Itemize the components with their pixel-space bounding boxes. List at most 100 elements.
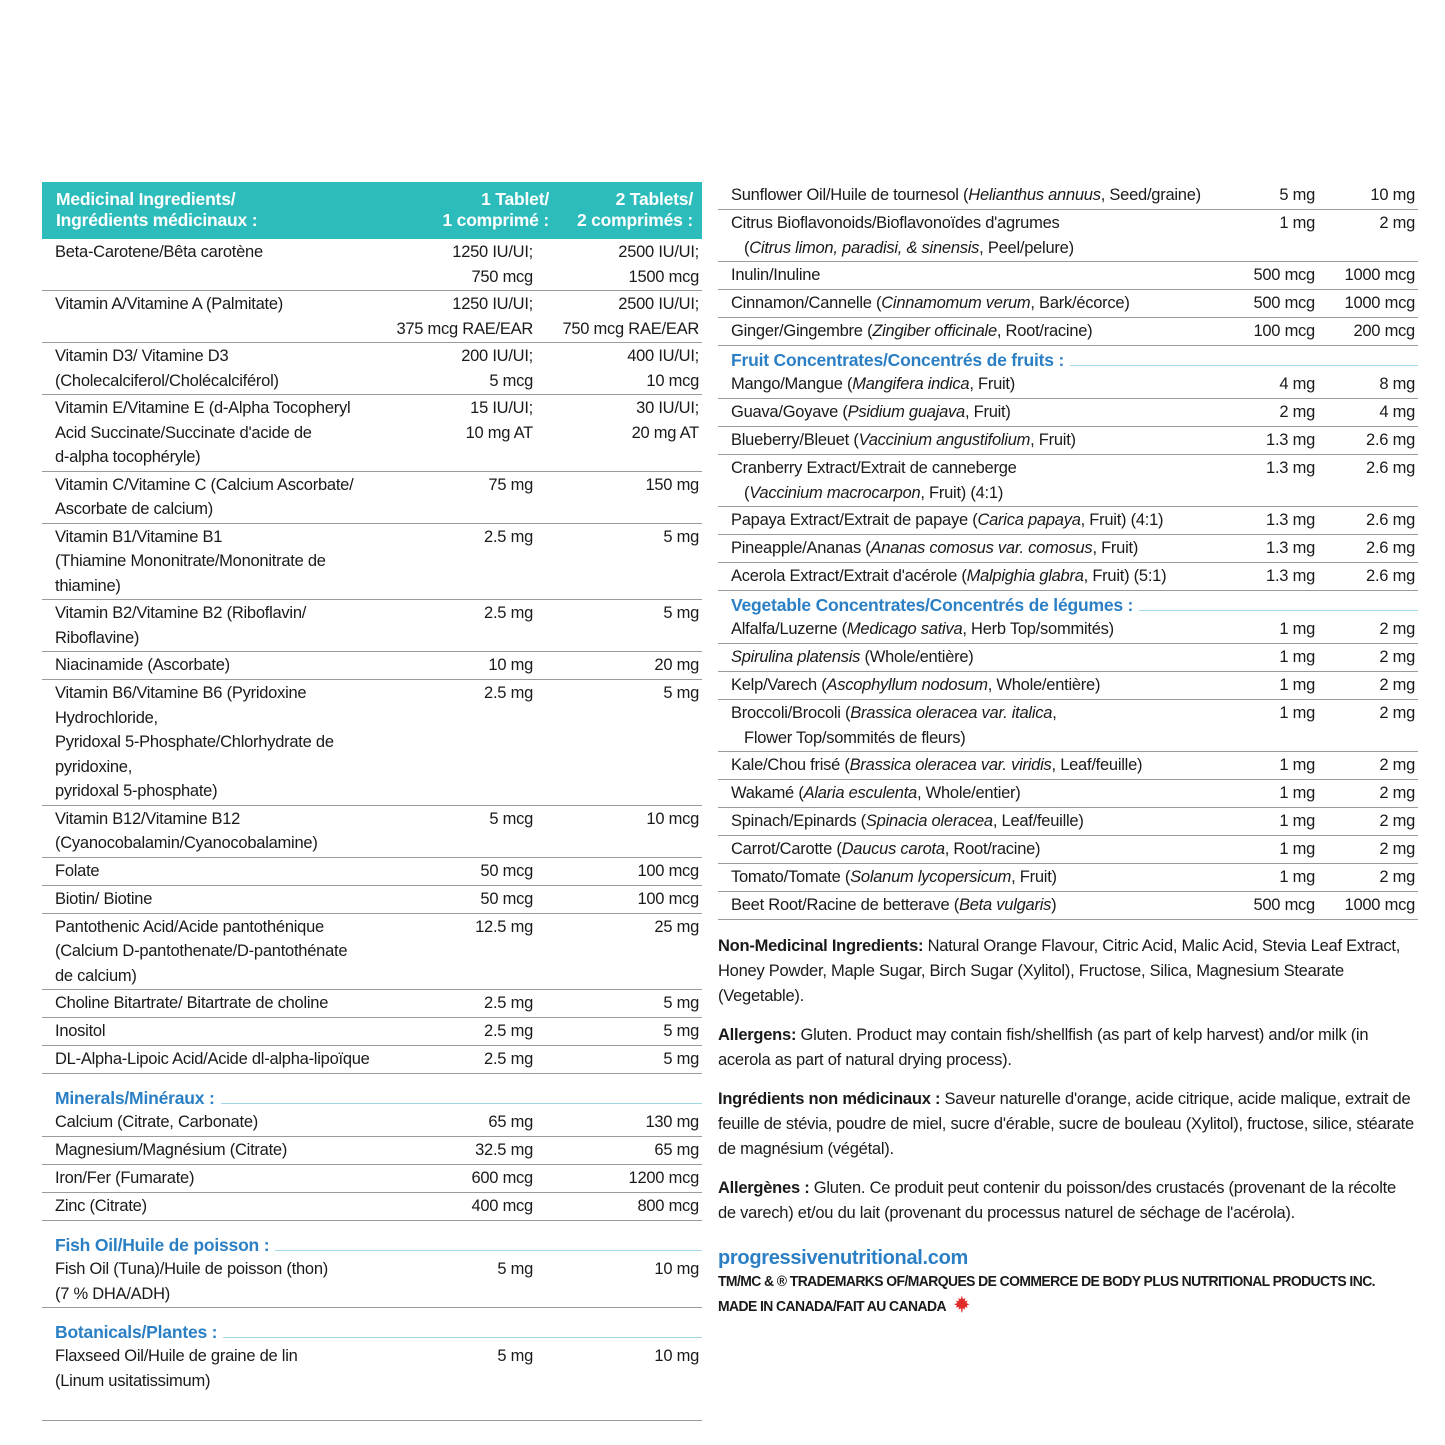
table-row: Choline Bitartrate/ Bitartrate de cholin…: [42, 990, 702, 1018]
table-row: Vitamin B2/Vitamine B2 (Riboflavin/ Ribo…: [42, 600, 702, 652]
ingredient-name: Citrus Bioflavonoids/Bioflavonoïdes d'ag…: [731, 214, 1074, 257]
table-row: Kelp/Varech (Ascophyllum nodosum, Whole/…: [718, 672, 1418, 700]
ingredient-name: Beta-Carotene/Bêta carotène: [55, 243, 263, 261]
amount-two-tablets: 2.6 mg: [1366, 539, 1415, 557]
section-vegetable-concentrates: Vegetable Concentrates/Concentrés de lég…: [718, 595, 1418, 616]
table-row: Vitamin B12/Vitamine B12 (Cyanocobalamin…: [42, 806, 702, 858]
amount-two-tablets: 65 mg: [654, 1141, 699, 1159]
ingredient-name: Broccoli/Brocoli (Brassica oleracea var.…: [731, 704, 1057, 747]
medicinal-ingredients-table: Medicinal Ingredients/ Ingrédients médic…: [42, 182, 702, 1421]
amount-two-tablets: 30 IU/UI; 20 mg AT: [631, 399, 700, 442]
non-medicinal-text: Natural Orange Flavour, Citric Acid, Mal…: [718, 937, 1401, 1005]
ingredient-name: Vitamin B6/Vitamine B6 (Pyridoxine Hydro…: [55, 684, 334, 800]
ingredient-name: Cinnamon/Cannelle (Cinnamomum verum, Bar…: [731, 294, 1130, 312]
vegetable-rows: Alfalfa/Luzerne (Medicago sativa, Herb T…: [718, 616, 1418, 920]
ingredient-name: Magnesium/Magnésium (Citrate): [55, 1141, 288, 1159]
table-row: Pantothenic Acid/Acide pantothénique (Ca…: [42, 914, 702, 990]
table-row: Ginger/Gingembre (Zingiber officinale, R…: [718, 318, 1418, 346]
amount-one-tablet: 2.5 mg: [484, 1022, 533, 1040]
amount-one-tablet: 1.3 mg: [1266, 431, 1315, 449]
non-medicinal-ingredients-en: Non-Medicinal Ingredients: Natural Orang…: [718, 934, 1418, 1009]
allergens-fr-text: Gluten. Ce produit peut contenir du pois…: [718, 1179, 1396, 1222]
left-column-bottom-rule: [42, 1420, 702, 1421]
amount-one-tablet: 5 mg: [1279, 186, 1315, 204]
header-column-one-tablet: 1 Tablet/ 1 comprimé :: [442, 189, 549, 230]
amount-one-tablet: 1 mg: [1279, 214, 1315, 232]
table-row: Spirulina platensis (Whole/entière) 1 mg 2…: [718, 644, 1418, 672]
non-medicinal-fr-label: Ingrédients non médicinaux :: [718, 1090, 941, 1108]
amount-one-tablet: 2.5 mg: [484, 1050, 533, 1068]
table-row: Carrot/Carotte (Daucus carota, Root/raci…: [718, 836, 1418, 864]
table-row: Flaxseed Oil/Huile de graine de lin (Lin…: [42, 1343, 702, 1394]
amount-one-tablet: 1.3 mg: [1266, 567, 1315, 585]
ingredient-name: Spinach/Epinards (Spinacia oleracea, Lea…: [731, 812, 1084, 830]
amount-two-tablets: 1000 mcg: [1344, 294, 1416, 312]
amount-two-tablets: 2500 IU/UI; 1500 mcg: [618, 243, 699, 286]
ingredient-name: Iron/Fer (Fumarate): [55, 1169, 195, 1187]
amount-one-tablet: 5 mg: [497, 1260, 533, 1278]
amount-one-tablet: 2.5 mg: [484, 527, 533, 546]
table-row: Blueberry/Bleuet (Vaccinium angustifoliu…: [718, 427, 1418, 455]
amount-two-tablets: 100 mcg: [637, 861, 699, 880]
amount-one-tablet: 15 IU/UI; 10 mg AT: [465, 399, 534, 442]
table-row: Zinc (Citrate) 400 mcg 800 mcg: [42, 1193, 702, 1221]
amount-one-tablet: 32.5 mg: [475, 1141, 533, 1159]
amount-one-tablet: 12.5 mg: [475, 917, 533, 936]
amount-two-tablets: 2.6 mg: [1366, 431, 1415, 449]
amount-two-tablets: 10 mcg: [646, 809, 699, 828]
amount-two-tablets: 10 mg: [654, 1260, 699, 1278]
ingredient-name: Vitamin B2/Vitamine B2 (Riboflavin/ Ribo…: [55, 604, 307, 647]
amount-one-tablet: 10 mg: [488, 656, 533, 674]
section-rule: [275, 1250, 702, 1251]
ingredient-name: Carrot/Carotte (Daucus carota, Root/raci…: [731, 840, 1041, 858]
allergens-fr: Allergènes : Gluten. Ce produit peut con…: [718, 1176, 1418, 1226]
amount-two-tablets: 4 mg: [1379, 403, 1415, 421]
allergens-label: Allergens:: [718, 1026, 797, 1044]
ingredient-name: Wakamé (Alaria esculenta, Whole/entier): [731, 784, 1021, 802]
minerals-rows: Calcium (Citrate, Carbonate) 65 mg 130 mg M…: [42, 1109, 702, 1221]
ingredient-name: Kelp/Varech (Ascophyllum nodosum, Whole/…: [731, 676, 1101, 694]
amount-one-tablet: 1 mg: [1279, 812, 1315, 830]
section-title-vegetable: Vegetable Concentrates/Concentrés de lég…: [731, 595, 1134, 615]
non-medicinal-label: Non-Medicinal Ingredients:: [718, 937, 924, 955]
ingredient-name: Vitamin B1/Vitamine B1 (Thiamine Mononit…: [55, 527, 326, 595]
amount-one-tablet: 2.5 mg: [484, 604, 533, 622]
fish-oil-rows: Fish Oil (Tuna)/Huile de poisson (thon) …: [42, 1256, 702, 1308]
table-row: Folate 50 mcg 100 mcg: [42, 858, 702, 886]
ingredient-name: Flaxseed Oil/Huile de graine de lin (Lin…: [55, 1347, 298, 1390]
amount-one-tablet: 200 IU/UI; 5 mcg: [461, 347, 533, 390]
amount-two-tablets: 150 mg: [645, 475, 699, 494]
ingredient-name: Blueberry/Bleuet (Vaccinium angustifoliu…: [731, 431, 1076, 449]
amount-two-tablets: 2 mg: [1379, 620, 1415, 638]
section-title-fish-oil: Fish Oil/Huile de poisson :: [55, 1235, 270, 1255]
table-row: Iron/Fer (Fumarate) 600 mcg 1200 mcg: [42, 1165, 702, 1193]
ingredient-name: Vitamin E/Vitamine E (d-Alpha Tocopheryl…: [55, 399, 351, 466]
table-row: Guava/Goyave (Psidium guajava, Fruit) 2 m…: [718, 399, 1418, 427]
section-fish-oil: Fish Oil/Huile de poisson :: [42, 1235, 702, 1256]
amount-two-tablets: 1200 mcg: [628, 1169, 700, 1187]
amount-one-tablet: 500 mcg: [1253, 266, 1315, 284]
ingredient-name: Vitamin D3/ Vitamine D3 (Cholecalciferol…: [55, 347, 279, 390]
amount-two-tablets: 5 mg: [663, 1022, 699, 1040]
amount-one-tablet: 2 mg: [1279, 403, 1315, 421]
table-row: Inositol 2.5 mg 5 mg: [42, 1018, 702, 1046]
ingredient-name: Cranberry Extract/Extrait de canneberge …: [731, 459, 1017, 502]
ingredient-name: Choline Bitartrate/ Bitartrate de cholin…: [55, 994, 329, 1012]
amount-one-tablet: 1.3 mg: [1266, 511, 1315, 529]
amount-one-tablet: 1.3 mg: [1266, 539, 1315, 557]
website-link[interactable]: progressivenutritional.com: [718, 1247, 969, 1269]
amount-two-tablets: 2 mg: [1379, 676, 1415, 694]
amount-one-tablet: 1.3 mg: [1266, 459, 1315, 477]
ingredient-name: Pantothenic Acid/Acide pantothénique (Ca…: [55, 917, 348, 985]
table-row: Alfalfa/Luzerne (Medicago sativa, Herb T…: [718, 616, 1418, 644]
legal-line-made-in-canada: MADE IN CANADA/FAIT AU CANADA: [718, 1294, 1390, 1320]
amount-two-tablets: 2.6 mg: [1366, 459, 1415, 477]
amount-two-tablets: 20 mg: [654, 656, 699, 674]
fruit-rows: Mango/Mangue (Mangifera indica, Fruit) 4 …: [718, 371, 1418, 591]
amount-one-tablet: 1 mg: [1279, 620, 1315, 638]
section-botanicals: Botanicals/Plantes :: [42, 1322, 702, 1343]
amount-one-tablet: 4 mg: [1279, 375, 1315, 393]
legal-line-trademarks: TM/MC & ® TRADEMARKS OF/MARQUES DE COMME…: [718, 1274, 1376, 1290]
amount-two-tablets: 1000 mcg: [1344, 266, 1416, 284]
right-ingredient-rows: Sunflower Oil/Huile de tournesol (Helian…: [718, 182, 1418, 346]
